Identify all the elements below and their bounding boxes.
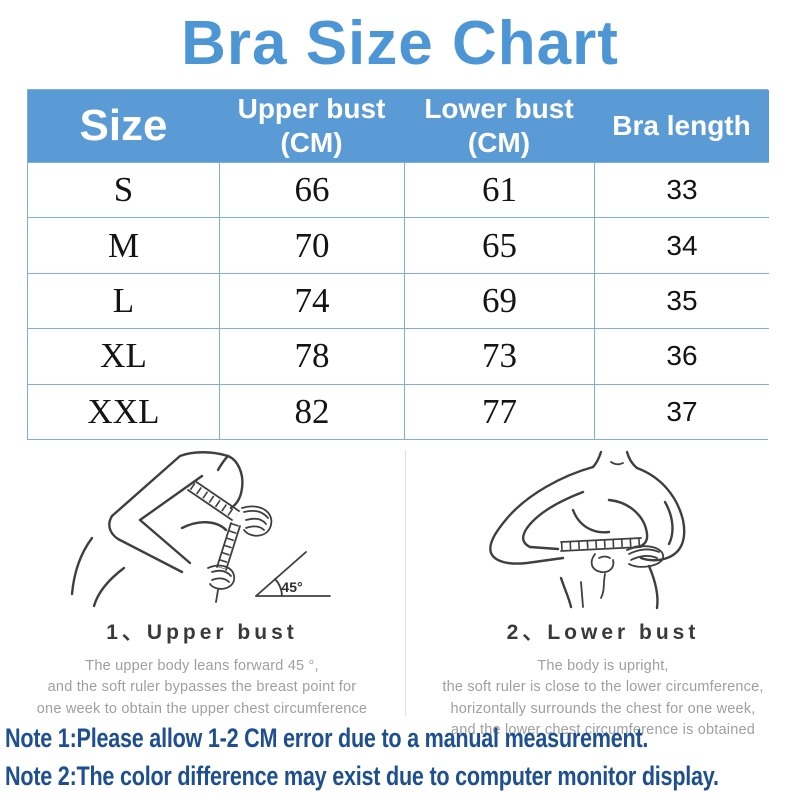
page-title: Bra Size Chart — [181, 9, 619, 78]
column-header-upper-bust: Upper bust (CM) — [219, 90, 404, 162]
lower-bust-description-line2: the soft ruler is close to the lower cir… — [442, 679, 764, 696]
table-cell-lower-m: 65 — [404, 217, 594, 273]
lower-bust-caption: 2、Lower bust — [506, 621, 700, 644]
upper-bust-description-line1: The upper body leans forward 45 °, — [85, 658, 319, 674]
lower-bust-description-line4: and the lower chest circumference is obt… — [451, 722, 755, 739]
measuring-tape — [560, 537, 642, 552]
table-cell-length-s: 33 — [594, 162, 769, 218]
lower-bust-panel: 2、Lower bust The body is upright, the so… — [406, 450, 800, 742]
lower-bust-illustration — [489, 450, 686, 610]
table-cell-lower-xxl: 77 — [404, 383, 594, 439]
table-cell-upper-xxl: 82 — [219, 383, 404, 439]
upper-bust-description: The upper body leans forward 45 °, and t… — [0, 656, 404, 720]
table-cell-length-l: 35 — [594, 272, 769, 329]
measuring-tape — [187, 480, 241, 571]
column-header-lower-bust-line2: (CM) — [467, 127, 531, 158]
upper-bust-illustration: 45° — [70, 451, 331, 608]
upper-bust-caption: 1、Upper bust — [106, 621, 298, 644]
table-cell-upper-s: 66 — [219, 162, 404, 218]
note-2: Note 2:The color difference may exist du… — [5, 761, 719, 791]
size-table: Size Upper bust (CM) Lower bust (CM) Bra… — [27, 89, 769, 440]
column-header-upper-bust-line1: Upper bust — [237, 93, 386, 124]
table-cell-lower-l: 69 — [404, 272, 594, 329]
column-header-lower-bust: Lower bust (CM) — [404, 90, 594, 162]
table-cell-lower-s: 61 — [404, 162, 594, 218]
table-cell-length-xl: 36 — [594, 328, 769, 384]
upright-figure-outline — [489, 450, 686, 610]
bent-figure-outline — [70, 451, 273, 608]
table-cell-size-m: M — [28, 217, 219, 273]
column-header-upper-bust-line2: (CM) — [280, 127, 343, 158]
angle-label: 45° — [281, 579, 302, 595]
table-cell-upper-m: 70 — [219, 217, 404, 273]
table-cell-size-xxl: XXL — [28, 383, 219, 439]
column-header-size: Size — [28, 90, 219, 162]
table-cell-size-s: S — [28, 162, 219, 218]
table-cell-upper-l: 74 — [219, 272, 404, 329]
lower-bust-description-line3: horizontally surrounds the chest for one… — [450, 700, 756, 717]
table-cell-length-xxl: 37 — [594, 383, 769, 439]
table-cell-length-m: 34 — [594, 217, 769, 273]
lower-bust-description: The body is upright, the soft ruler is c… — [406, 656, 800, 742]
table-cell-size-l: L — [28, 272, 219, 329]
upper-bust-panel: 45° 1、Upper bust The upper body leans fo… — [0, 450, 404, 720]
note-1: Note 1:Please allow 1-2 CM error due to … — [5, 723, 649, 753]
panel-divider — [405, 450, 406, 716]
table-cell-lower-xl: 73 — [404, 328, 594, 384]
angle-45-mark: 45° — [255, 551, 331, 597]
column-header-bra-length: Bra length — [594, 90, 769, 162]
table-cell-size-xl: XL — [28, 328, 219, 384]
table-cell-upper-xl: 78 — [219, 328, 404, 384]
lower-bust-description-line1: The body is upright, — [537, 658, 669, 674]
column-header-lower-bust-line1: Lower bust — [424, 93, 574, 124]
upper-bust-description-line2: and the soft ruler bypasses the breast p… — [47, 679, 357, 696]
upper-bust-description-line3: one week to obtain the upper chest circu… — [36, 700, 368, 717]
